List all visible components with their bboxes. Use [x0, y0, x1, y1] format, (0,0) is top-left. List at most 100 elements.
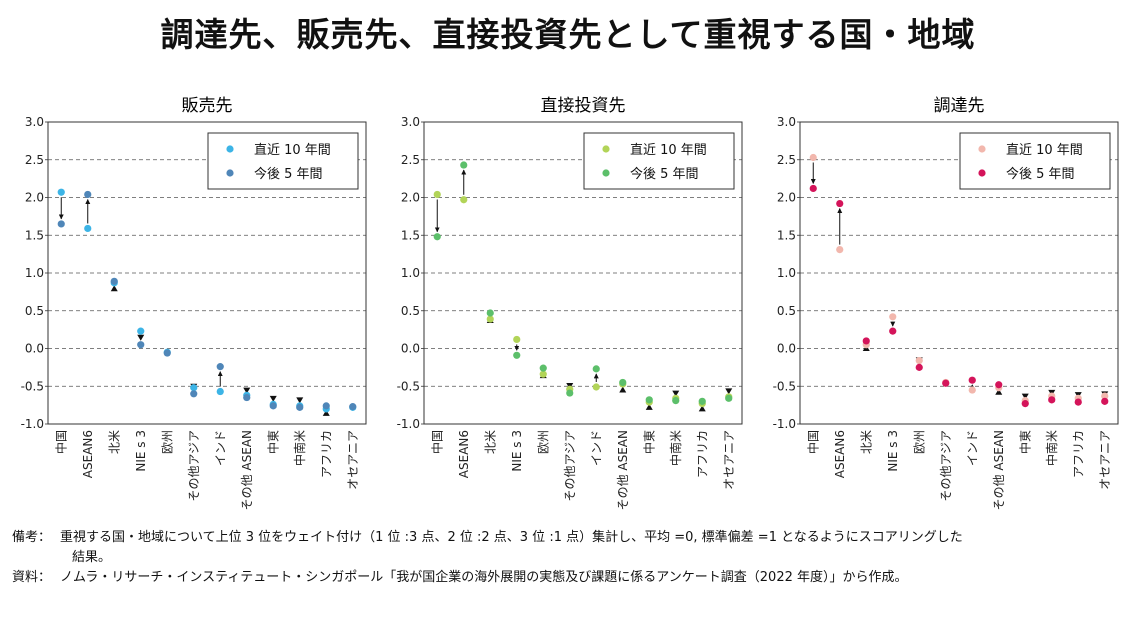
y-tick-label: -0.5 — [773, 379, 796, 393]
x-tick-label: その他 ASEAN — [240, 430, 254, 510]
x-tick-label: 中東 — [1017, 430, 1032, 454]
x-tick-label: 中国 — [429, 430, 444, 454]
point-recent — [460, 196, 468, 204]
x-tick-label: インド — [965, 430, 979, 466]
point-future — [1101, 397, 1109, 405]
note-biko-text2: 結果。 — [72, 550, 112, 565]
point-future — [216, 363, 224, 371]
note-biko: 備考： 重視する国・地域について上位 3 位をウェイト付け（1 位 :3 点、2 … — [12, 528, 963, 568]
legend-marker-recent — [602, 145, 610, 153]
point-future — [349, 403, 357, 411]
plot-frame — [799, 121, 1119, 425]
point-recent — [1101, 392, 1109, 400]
legend-box — [207, 132, 359, 190]
y-tick-label: 0.5 — [25, 304, 44, 318]
point-future — [163, 349, 171, 357]
y-tick-label: -1.0 — [773, 417, 796, 431]
x-tick-label: NIE s 3 — [510, 430, 524, 472]
point-recent — [57, 188, 65, 196]
x-tick-label: オセアニア — [346, 430, 360, 490]
point-future — [889, 327, 897, 335]
y-tick-label: 1.5 — [25, 228, 44, 242]
point-recent — [190, 384, 198, 392]
x-tick-label: アフリカ — [695, 430, 709, 478]
x-tick-label: その他アジア — [187, 430, 201, 502]
x-tick-label: 中東 — [265, 430, 280, 454]
point-future — [137, 341, 145, 349]
y-tick-label: 2.0 — [401, 191, 420, 205]
x-tick-label: ASEAN6 — [81, 430, 95, 478]
main-title: 調達先、販売先、直接投資先として重視する国・地域 — [160, 15, 976, 54]
point-future — [1048, 396, 1056, 404]
x-tick-label: 欧州 — [536, 430, 550, 454]
x-tick-label: 中東 — [641, 430, 656, 454]
y-tick-label: 0.0 — [25, 342, 44, 356]
y-tick-label: 1.0 — [401, 266, 420, 280]
point-future — [269, 402, 277, 410]
point-future — [84, 190, 92, 199]
plot-frame — [423, 121, 743, 425]
change-arrow — [243, 387, 251, 394]
point-future — [698, 397, 706, 405]
y-tick-label: 3.0 — [25, 115, 44, 129]
x-tick-label: 中国 — [53, 430, 68, 454]
point-future — [566, 389, 574, 397]
point-future — [836, 199, 844, 208]
point-future — [645, 396, 653, 404]
point-future — [862, 337, 870, 345]
y-tick-label: 2.5 — [25, 153, 44, 167]
point-future — [190, 390, 198, 398]
point-future — [243, 393, 251, 402]
x-tick-label: 北米 — [107, 430, 121, 454]
x-tick-label: ASEAN6 — [457, 430, 471, 478]
point-recent — [513, 335, 521, 344]
point-recent — [433, 190, 441, 199]
change-arrow — [1021, 393, 1029, 400]
change-arrow — [619, 386, 627, 393]
point-future — [1021, 400, 1029, 408]
x-tick-label: 中南米 — [1044, 430, 1059, 466]
point-future — [809, 184, 817, 193]
note-shiryo-text: ノムラ・リサーチ・インスティテュート・シンガポール「我が国企業の海外展開の実態及… — [60, 570, 908, 585]
note-biko-label: 備考： — [12, 530, 52, 545]
x-tick-label: 北米 — [859, 430, 873, 454]
y-tick-label: 1.0 — [777, 266, 796, 280]
y-tick-label: 0.0 — [777, 342, 796, 356]
x-tick-label: インド — [213, 430, 227, 466]
x-tick-label: オセアニア — [1098, 430, 1112, 490]
point-future — [995, 381, 1003, 389]
point-recent — [84, 224, 92, 233]
note-shiryo-label: 資料： — [12, 570, 52, 585]
point-recent — [137, 327, 145, 335]
point-recent — [809, 153, 817, 162]
x-tick-label: NIE s 3 — [886, 430, 900, 472]
point-recent — [968, 386, 976, 394]
y-tick-label: -1.0 — [397, 417, 420, 431]
plot-frame — [47, 121, 367, 425]
point-future — [725, 394, 733, 402]
point-future — [968, 376, 976, 384]
legend-box — [959, 132, 1111, 190]
x-tick-label: アフリカ — [319, 430, 333, 478]
x-tick-label: その他アジア — [939, 430, 953, 502]
change-arrow — [322, 409, 330, 416]
legend-label-recent: 直近 10 年間 — [630, 143, 707, 158]
change-arrow — [995, 388, 1003, 395]
change-arrow — [296, 397, 304, 404]
point-future — [672, 396, 680, 405]
point-recent — [889, 313, 897, 321]
point-recent — [539, 370, 547, 378]
point-future — [322, 402, 330, 410]
point-future — [513, 351, 521, 359]
x-tick-label: 中国 — [805, 430, 820, 454]
point-recent — [592, 383, 600, 391]
legend-label-recent: 直近 10 年間 — [254, 143, 331, 158]
y-tick-label: 2.0 — [25, 191, 44, 205]
y-tick-label: 0.5 — [401, 304, 420, 318]
panel-title: 販売先 — [182, 96, 233, 116]
legend-label-recent: 直近 10 年間 — [1006, 143, 1083, 158]
x-tick-label: その他 ASEAN — [992, 430, 1006, 510]
y-tick-label: 3.0 — [777, 115, 796, 129]
